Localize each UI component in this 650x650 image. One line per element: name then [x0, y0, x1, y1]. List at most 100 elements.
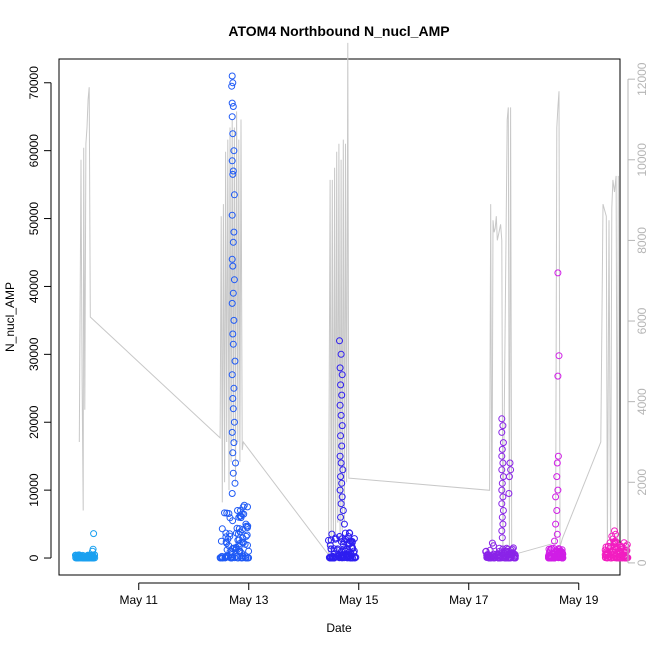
depth-trace-line: [78, 42, 619, 557]
data-point: [239, 534, 247, 542]
data-point: [235, 513, 243, 521]
data-point: [554, 552, 562, 560]
data-point: [337, 432, 345, 440]
data-point: [613, 554, 620, 562]
data-point: [499, 422, 507, 430]
series-group-2: [325, 337, 360, 562]
data-point: [336, 364, 344, 372]
data-point: [558, 548, 566, 556]
data-point: [81, 554, 89, 562]
data-point: [230, 276, 238, 284]
data-point: [229, 449, 237, 457]
data-point: [330, 545, 338, 553]
data-point: [345, 539, 353, 547]
data-point: [223, 539, 231, 547]
scatter-points-layer: [72, 72, 632, 562]
data-point: [229, 130, 237, 138]
data-point: [498, 513, 506, 521]
y-tick-label: 40000: [27, 269, 41, 303]
data-point: [499, 507, 507, 514]
series-group-1: [216, 72, 253, 562]
data-point: [336, 452, 344, 460]
data-point: [337, 459, 345, 467]
y-tick-label: 60000: [27, 134, 41, 168]
data-point: [230, 418, 238, 426]
y2-tick-label: 4000: [635, 388, 649, 415]
data-point: [487, 554, 495, 562]
data-point: [228, 82, 236, 90]
data-point: [498, 428, 506, 436]
data-point: [498, 527, 506, 535]
data-point: [498, 445, 506, 453]
y2-tick-label: 8000: [635, 227, 649, 254]
data-point: [555, 352, 563, 360]
data-point: [236, 528, 244, 536]
data-point: [545, 554, 553, 562]
data-point: [230, 439, 238, 447]
data-point: [498, 415, 506, 423]
data-point: [229, 340, 237, 348]
y-axis-left: 0 10000 20000 30000 40000 50000 60000 70000: [27, 66, 52, 561]
y2-tick-label: 2000: [635, 469, 649, 496]
data-point: [349, 545, 357, 553]
data-point: [337, 513, 345, 521]
data-point: [553, 459, 561, 467]
data-point: [338, 442, 346, 450]
data-point: [552, 552, 559, 560]
data-point: [230, 316, 238, 324]
data-point: [553, 530, 561, 538]
data-point: [615, 550, 623, 558]
data-point: [229, 103, 237, 110]
chart-title: ATOM4 Northbound N_nucl_AMP: [228, 23, 449, 39]
data-point: [229, 262, 237, 270]
data-point: [228, 490, 236, 497]
data-point: [498, 548, 506, 556]
data-point: [229, 405, 237, 413]
data-point: [229, 289, 237, 297]
y-tick-label: 0: [27, 554, 41, 561]
data-point: [551, 537, 558, 545]
data-point: [611, 527, 618, 535]
data-point: [609, 535, 617, 543]
data-point: [554, 486, 562, 494]
y2-tick-label: 12000: [635, 62, 649, 96]
data-point: [86, 551, 94, 559]
data-point: [553, 507, 561, 514]
data-point: [505, 490, 513, 497]
data-point: [325, 536, 332, 544]
data-point: [490, 542, 497, 550]
data-point: [228, 99, 236, 107]
data-point: [230, 191, 238, 199]
data-point: [332, 534, 339, 542]
data-point: [230, 384, 238, 392]
data-point: [618, 544, 626, 552]
data-point: [341, 547, 349, 555]
data-point: [507, 466, 515, 474]
data-point: [328, 553, 336, 561]
data-point: [554, 452, 562, 460]
data-point: [607, 554, 615, 562]
data-point: [498, 466, 506, 474]
data-point: [505, 473, 513, 481]
data-point: [337, 350, 345, 358]
data-point: [498, 479, 506, 487]
data-point: [552, 493, 560, 501]
data-point: [242, 554, 250, 562]
data-point: [348, 538, 356, 545]
data-point: [347, 552, 355, 560]
data-point: [554, 269, 562, 277]
data-point: [337, 411, 345, 419]
data-point: [495, 544, 503, 552]
data-point: [498, 534, 506, 542]
y-tick-label: 20000: [27, 405, 41, 439]
data-point: [234, 507, 241, 514]
data-point: [506, 459, 514, 467]
data-point: [228, 428, 236, 436]
x-tick-label: May 11: [120, 593, 159, 607]
data-point: [327, 545, 335, 553]
x-tick-label: May 13: [229, 593, 269, 607]
data-point: [611, 539, 619, 547]
data-point: [232, 459, 239, 467]
data-point: [89, 547, 96, 555]
